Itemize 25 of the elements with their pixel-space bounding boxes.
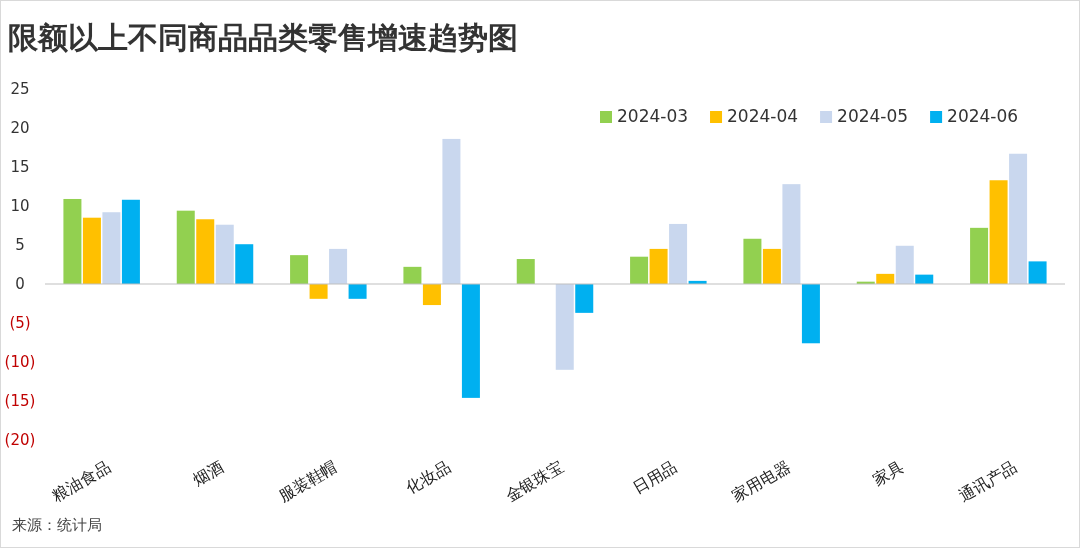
x-tick-label: 家具: [869, 457, 907, 490]
y-tick-label: 20: [10, 119, 30, 137]
y-tick-label: 0: [15, 275, 25, 293]
source-note: 来源：统计局: [12, 516, 102, 534]
x-tick-label: 家用电器: [728, 457, 794, 506]
x-tick-label: 化妆品: [402, 457, 454, 498]
x-tick-label: 服装鞋帽: [275, 457, 341, 506]
legend-label: 2024-05: [837, 106, 909, 126]
legend-label: 2024-06: [947, 106, 1019, 126]
legend-label: 2024-04: [727, 106, 799, 126]
x-tick-label: 日用品: [629, 457, 681, 498]
y-tick-label: 10: [10, 197, 30, 215]
y-tick-label: (15): [4, 392, 36, 410]
x-tick-label: 烟酒: [189, 457, 227, 490]
x-tick-label: 粮油食品: [48, 457, 114, 506]
y-tick-label: 15: [10, 158, 30, 176]
y-tick-label: 25: [10, 80, 30, 98]
legend-label: 2024-03: [617, 106, 689, 126]
x-tick-label: 金银珠宝: [502, 457, 567, 506]
y-tick-label: (5): [9, 314, 31, 332]
x-tick-label: 通讯产品: [955, 457, 1021, 506]
y-tick-label: 5: [15, 236, 25, 254]
chart-title: 限额以上不同商品品类零售增速趋势图: [8, 20, 518, 55]
y-tick-label: (20): [4, 431, 36, 449]
y-tick-label: (10): [4, 353, 36, 371]
